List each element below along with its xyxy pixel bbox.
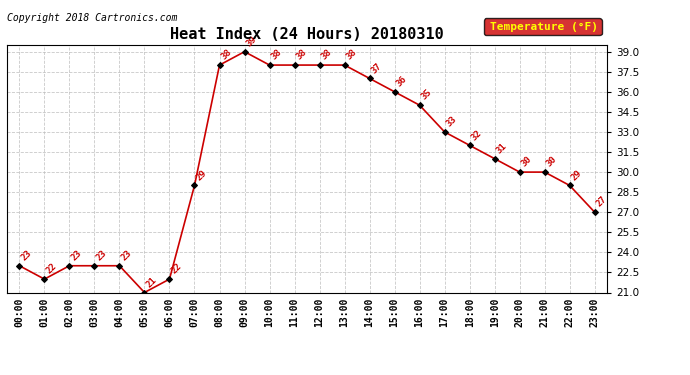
Point bbox=[489, 156, 500, 162]
Point bbox=[439, 129, 450, 135]
Text: 38: 38 bbox=[344, 48, 359, 62]
Point bbox=[464, 142, 475, 148]
Point bbox=[189, 183, 200, 189]
Point bbox=[89, 263, 100, 269]
Text: 23: 23 bbox=[19, 248, 33, 262]
Text: 36: 36 bbox=[395, 75, 408, 88]
Text: 31: 31 bbox=[495, 141, 509, 155]
Text: 32: 32 bbox=[470, 128, 484, 142]
Point bbox=[389, 89, 400, 95]
Point bbox=[539, 169, 550, 175]
Text: Copyright 2018 Cartronics.com: Copyright 2018 Cartronics.com bbox=[7, 13, 177, 23]
Text: 22: 22 bbox=[170, 262, 184, 276]
Point bbox=[414, 102, 425, 108]
Text: 38: 38 bbox=[270, 48, 284, 62]
Text: 29: 29 bbox=[570, 168, 584, 182]
Point bbox=[239, 49, 250, 55]
Text: 38: 38 bbox=[319, 48, 333, 62]
Text: 39: 39 bbox=[244, 34, 259, 48]
Point bbox=[139, 290, 150, 296]
Point bbox=[314, 62, 325, 68]
Text: 21: 21 bbox=[144, 275, 159, 289]
Text: 38: 38 bbox=[219, 48, 233, 62]
Text: 33: 33 bbox=[444, 115, 459, 129]
Point bbox=[589, 209, 600, 215]
Text: 22: 22 bbox=[44, 262, 59, 276]
Text: 23: 23 bbox=[119, 248, 133, 262]
Point bbox=[264, 62, 275, 68]
Text: 27: 27 bbox=[595, 195, 609, 209]
Point bbox=[39, 276, 50, 282]
Text: 37: 37 bbox=[370, 61, 384, 75]
Point bbox=[114, 263, 125, 269]
Text: 23: 23 bbox=[95, 248, 108, 262]
Text: 35: 35 bbox=[420, 88, 433, 102]
Point bbox=[14, 263, 25, 269]
Point bbox=[564, 183, 575, 189]
Text: 30: 30 bbox=[520, 155, 533, 169]
Legend: Temperature (°F): Temperature (°F) bbox=[484, 18, 602, 35]
Text: 38: 38 bbox=[295, 48, 308, 62]
Point bbox=[339, 62, 350, 68]
Text: 23: 23 bbox=[70, 248, 83, 262]
Text: 30: 30 bbox=[544, 155, 559, 169]
Point bbox=[64, 263, 75, 269]
Point bbox=[164, 276, 175, 282]
Point bbox=[214, 62, 225, 68]
Title: Heat Index (24 Hours) 20180310: Heat Index (24 Hours) 20180310 bbox=[170, 27, 444, 42]
Point bbox=[289, 62, 300, 68]
Text: 29: 29 bbox=[195, 168, 208, 182]
Point bbox=[514, 169, 525, 175]
Point bbox=[364, 75, 375, 81]
